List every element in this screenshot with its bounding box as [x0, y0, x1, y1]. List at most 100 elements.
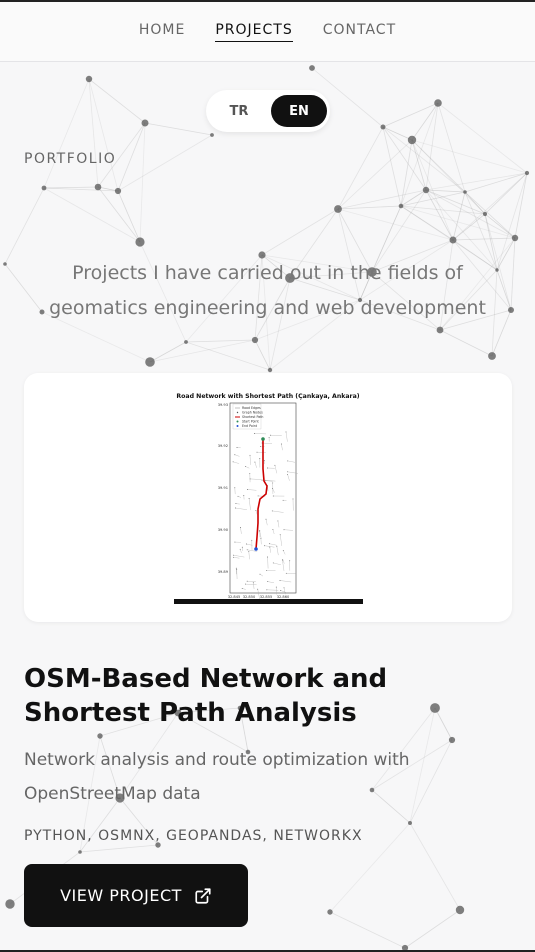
graph-node: [249, 472, 251, 474]
nav-contact[interactable]: CONTACT: [322, 22, 397, 38]
road-edge: [283, 587, 286, 595]
network-edge: [400, 205, 498, 271]
language-tr-button[interactable]: TR: [229, 103, 249, 119]
nav-projects[interactable]: PROJECTS: [215, 22, 293, 42]
network-edge: [411, 139, 466, 193]
graph-node: [281, 559, 283, 561]
graph-node: [237, 495, 239, 497]
network-edge: [99, 712, 179, 737]
network-edge: [329, 822, 411, 913]
network-node: [85, 75, 93, 83]
graph-node: [259, 458, 261, 459]
language-en-button[interactable]: EN: [271, 95, 327, 127]
network-edge: [382, 102, 439, 128]
network-edge: [484, 213, 498, 271]
network-edge: [337, 208, 454, 241]
graph-node: [268, 543, 270, 545]
network-edge: [425, 172, 528, 191]
x-tick-label: 32.845: [228, 595, 241, 599]
network-node: [39, 309, 45, 315]
road-edge: [267, 556, 269, 569]
network-node: [267, 367, 273, 373]
network-node: [398, 203, 404, 209]
thumbnail-x-ticks: 32.845 32.850 32.855 32.860: [228, 595, 290, 599]
graph-node: [245, 543, 247, 545]
top-navigation: HOME PROJECTS CONTACT: [0, 2, 535, 62]
graph-node: [285, 572, 287, 574]
network-edge: [371, 271, 441, 331]
network-edge: [496, 172, 528, 271]
network-edge: [400, 205, 486, 215]
network-edge: [337, 139, 413, 210]
network-edge: [404, 909, 461, 949]
thumbnail-bottom-bar: [174, 599, 363, 604]
network-edge: [371, 189, 427, 273]
graph-node: [280, 590, 282, 591]
network-edge: [117, 122, 146, 192]
external-link-icon: [195, 887, 211, 904]
road-edge: [287, 460, 296, 463]
thumbnail-start-point: [261, 437, 265, 441]
graph-node: [246, 549, 248, 551]
road-edge: [270, 435, 282, 436]
network-edge: [149, 341, 187, 363]
network-edge: [261, 254, 271, 371]
road-edge: [247, 489, 257, 491]
network-edge: [261, 254, 361, 301]
graph-node: [249, 454, 251, 456]
road-edge: [267, 581, 275, 583]
graph-node: [257, 495, 259, 497]
network-node: [5, 899, 15, 909]
graph-node: [287, 460, 289, 462]
network-edge: [411, 139, 427, 191]
road-edge: [247, 549, 258, 552]
network-node: [258, 251, 266, 259]
graph-node: [259, 573, 261, 575]
graph-node: [257, 588, 259, 590]
graph-node: [234, 487, 236, 489]
graph-node: [248, 498, 250, 499]
road-edge: [276, 546, 279, 556]
road-edge: [255, 510, 258, 515]
network-edge: [239, 707, 249, 753]
network-edge: [185, 254, 263, 343]
network-edge: [371, 205, 402, 273]
network-edge: [149, 339, 256, 363]
network-edge: [409, 822, 461, 911]
network-node: [455, 905, 465, 915]
thumbnail-title: Road Network with Shortest Path (Çankaya…: [176, 393, 359, 400]
network-edge: [261, 208, 339, 256]
network-edge: [4, 187, 45, 265]
project-card[interactable]: Road Network with Shortest Path (Çankaya…: [24, 373, 512, 622]
network-edge: [411, 102, 439, 141]
road-edge: [279, 580, 292, 583]
network-node: [115, 793, 125, 803]
graph-node: [241, 546, 243, 548]
network-edge: [117, 190, 141, 243]
nav-home[interactable]: HOME: [138, 22, 186, 38]
graph-node: [267, 556, 269, 558]
thumbnail-end-point: [254, 547, 258, 551]
road-edge: [281, 443, 283, 451]
network-edge: [400, 205, 454, 241]
network-node: [135, 237, 145, 247]
road-edge: [264, 545, 275, 548]
graph-node: [272, 562, 274, 564]
network-edge: [491, 269, 498, 357]
network-edge: [371, 707, 436, 791]
network-edge: [439, 269, 498, 331]
network-edge: [382, 126, 466, 193]
graph-node: [233, 554, 235, 556]
road-edge: [265, 519, 268, 526]
graph-node: [254, 461, 256, 463]
graph-node: [240, 527, 241, 528]
view-project-label: VIEW PROJECT: [60, 886, 182, 905]
network-edge: [464, 191, 486, 215]
network-edge: [43, 187, 119, 192]
road-edge: [257, 589, 260, 600]
graph-node: [255, 509, 257, 511]
road-edge: [248, 498, 251, 511]
network-edge: [88, 78, 146, 124]
view-project-button[interactable]: VIEW PROJECT: [24, 864, 248, 927]
